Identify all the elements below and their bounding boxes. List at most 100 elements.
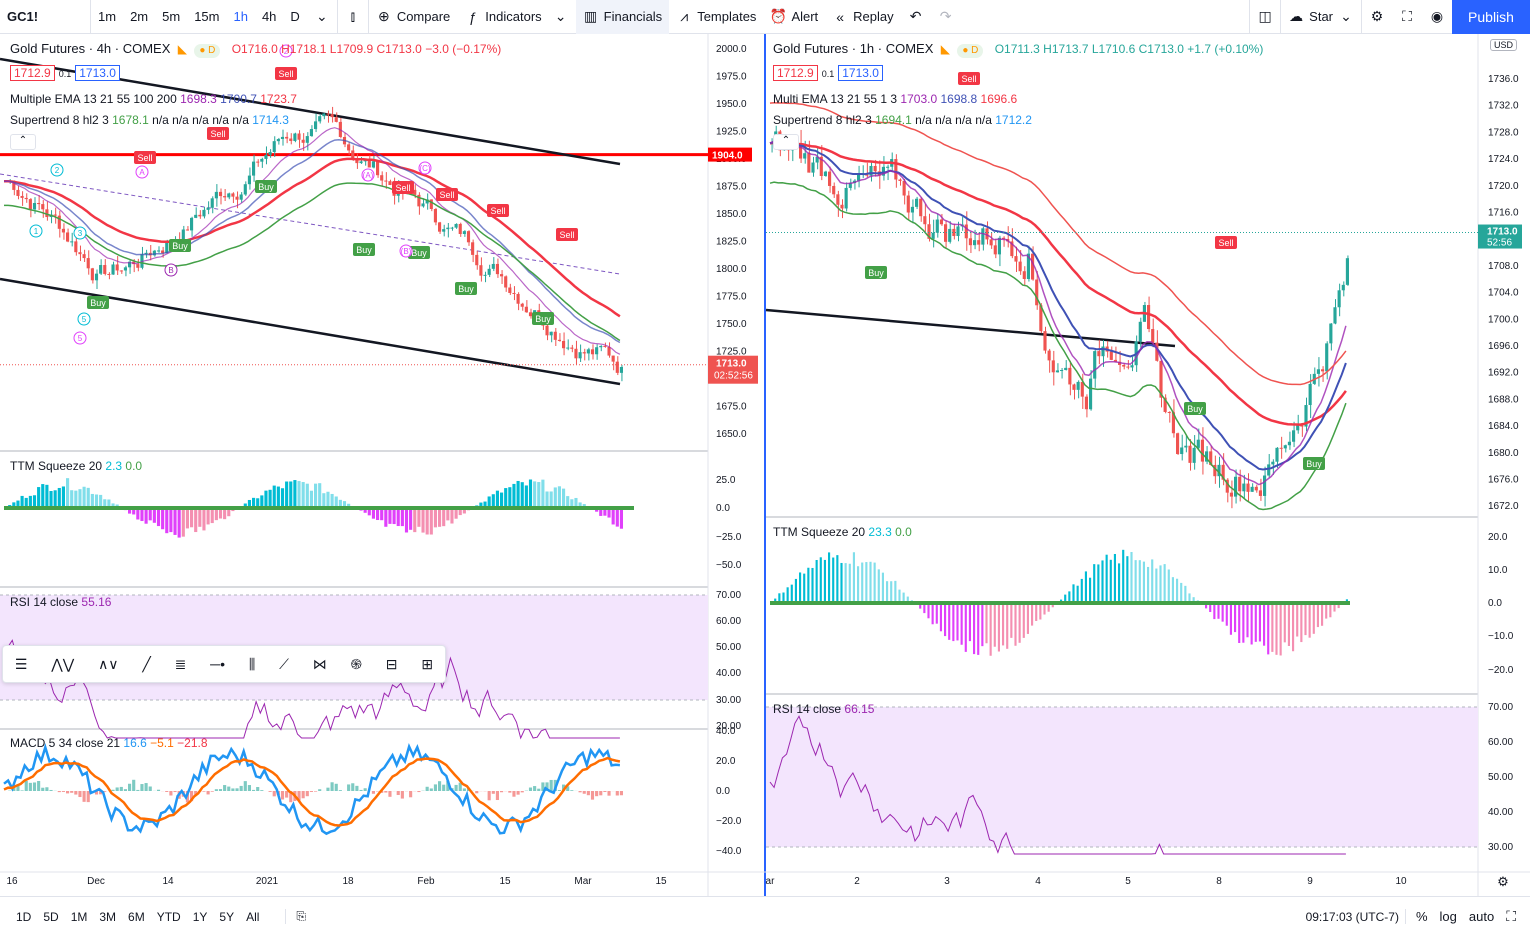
right-rsi-legend[interactable]: RSI 14 close 66.15 <box>773 702 874 716</box>
date-range-icon[interactable]: ⊟ <box>385 655 398 672</box>
interval-4h[interactable]: 4h <box>261 9 277 24</box>
left-price-tick: 1875.0 <box>716 182 747 193</box>
left-ema-legend[interactable]: Multiple EMA 13 21 55 100 200 1698.3 170… <box>10 92 297 106</box>
range-5d[interactable]: 5D <box>43 909 59 924</box>
left-ttm-legend[interactable]: TTM Squeeze 20 2.3 0.0 <box>10 459 142 473</box>
candle-body <box>1163 397 1167 412</box>
macd-hist-bar <box>619 791 623 796</box>
alert-button[interactable]: ⏰ Alert <box>763 0 825 34</box>
interval-5m[interactable]: 5m <box>162 9 181 24</box>
left-rsi-legend[interactable]: RSI 14 close 55.16 <box>10 595 111 609</box>
drawing-toolbar[interactable]: ☰ ⋀⋁ ∧∨ ╱ ≣ ─• ⫼ ⟋ ⋈ ֍ ⊟ ⊞ <box>2 645 446 683</box>
redo-button[interactable]: ↷ <box>931 0 961 34</box>
auto-toggle[interactable]: auto <box>1468 909 1495 924</box>
templates-button[interactable]: ⩘ Templates <box>669 0 763 34</box>
ttm-bar <box>392 508 396 525</box>
ttm-bar <box>264 490 268 508</box>
range-3m[interactable]: 3M <box>99 909 117 924</box>
range-1d[interactable]: 1D <box>16 909 32 924</box>
settings-button[interactable]: ⚙ <box>1361 0 1392 34</box>
bars-pattern-icon[interactable]: ⫼ <box>248 655 256 672</box>
fullscreen-button[interactable]: ⛶ <box>1392 0 1422 34</box>
snapshot-button[interactable]: ◉ <box>1422 0 1452 34</box>
ttm-bar <box>1018 603 1021 643</box>
candle-body <box>16 189 20 196</box>
range-5y[interactable]: 5Y <box>219 909 235 924</box>
macd-hist-bar <box>272 791 276 797</box>
candle-body <box>545 325 549 336</box>
interval-dropdown[interactable]: ⌄ <box>307 0 337 34</box>
financials-button[interactable]: ▥ Financials <box>575 0 670 34</box>
symbol-search[interactable]: GC1! <box>7 9 39 24</box>
goto-date-button[interactable]: ⎘ <box>285 909 312 924</box>
collapse-legend-button[interactable]: ⌃ <box>773 134 799 150</box>
macd-hist-bar <box>359 789 363 791</box>
ask-price[interactable]: 1713.0 <box>838 65 883 81</box>
right-price-tick: 1732.0 <box>1488 101 1519 112</box>
left-supertrend-legend[interactable]: Supertrend 8 hl2 3 1678.1 n/a n/a n/a n/… <box>10 113 289 127</box>
price-range-icon[interactable]: ⊞ <box>421 655 434 672</box>
right-ema-legend[interactable]: Multi EMA 13 21 55 1 3 1703.0 1698.8 169… <box>773 92 1017 106</box>
fullscreen-icon[interactable]: ⛶ <box>1506 908 1516 924</box>
range-ytd[interactable]: YTD <box>156 909 181 924</box>
macd-hist-bar <box>425 786 429 791</box>
interval-15m[interactable]: 15m <box>194 9 220 24</box>
ray-icon[interactable]: ⟋ <box>279 655 289 672</box>
right-supertrend-legend[interactable]: Supertrend 8 hl2 3 1694.1 n/a n/a n/a n/… <box>773 113 1032 127</box>
ttm-bar <box>615 508 619 527</box>
spread: 0.1 <box>821 69 835 79</box>
layout-button[interactable]: ◫ <box>1249 0 1280 34</box>
charts-canvas[interactable]: 2000.01975.01950.01925.01900.01875.01850… <box>0 34 1530 896</box>
compare-button[interactable]: ⊕ Compare <box>367 0 457 34</box>
bid-price[interactable]: 1712.9 <box>773 65 818 81</box>
interval-2m[interactable]: 2m <box>130 9 149 24</box>
abc-pattern-icon[interactable]: ∧∨ <box>98 655 119 672</box>
xabcd-icon[interactable]: ⋈ <box>312 655 327 672</box>
macd-hist-bar <box>32 782 37 791</box>
undo-button[interactable]: ↶ <box>901 0 931 34</box>
bottom-toolbar: 1D 5D 1M 3M 6M YTD 1Y 5Y All ⎘ 09:17:03 … <box>0 896 1530 936</box>
ttm-bar <box>297 481 301 508</box>
indicators-button[interactable]: ƒ Indicators ⌄ <box>457 0 575 34</box>
replay-button[interactable]: « Replay <box>825 0 900 34</box>
bid-price[interactable]: 1712.9 <box>10 65 55 81</box>
trendline-icon[interactable]: ╱ <box>142 655 151 672</box>
candle-body <box>1196 439 1200 448</box>
dividend-badge: ● D <box>957 44 984 58</box>
right-ttm-legend[interactable]: TTM Squeeze 20 23.3 0.0 <box>773 525 912 539</box>
ttm-bar <box>948 603 951 640</box>
interval-1m[interactable]: 1m <box>90 0 123 34</box>
candle-body <box>952 228 956 237</box>
fib-icon[interactable]: ≣ <box>174 655 187 672</box>
macd-hist-bar <box>537 788 541 791</box>
clock[interactable]: 09:17:03 (UTC-7) <box>1305 909 1399 924</box>
chart-type-button[interactable]: ⫾ <box>336 0 368 34</box>
elliott-wave-icon[interactable]: ⋀⋁ <box>51 655 75 672</box>
range-all[interactable]: All <box>246 909 260 924</box>
macd-hist-bar <box>388 791 392 797</box>
range-1m[interactable]: 1M <box>70 909 88 924</box>
candle-body <box>1155 342 1159 361</box>
signal-sell-tag: Sell <box>134 151 156 164</box>
interval-1h[interactable]: 1h <box>233 9 248 24</box>
range-6m[interactable]: 6M <box>128 909 145 924</box>
ttm-bar <box>848 563 851 603</box>
macd-hist-bar <box>396 791 400 796</box>
publish-button[interactable]: Publish <box>1452 0 1530 34</box>
star-button[interactable]: ☁ Star ⌄ <box>1280 0 1361 34</box>
interval-d[interactable]: D <box>290 9 300 24</box>
ask-price[interactable]: 1713.0 <box>75 65 120 81</box>
candle-body <box>590 349 595 355</box>
collapse-legend-button[interactable]: ⌃ <box>10 134 36 150</box>
log-toggle[interactable]: log <box>1439 909 1457 924</box>
range-1y[interactable]: 1Y <box>192 909 208 924</box>
horizontal-ray-icon[interactable]: ─• <box>210 656 225 672</box>
percent-toggle[interactable]: % <box>1404 909 1434 924</box>
spiral-icon[interactable]: ֍ <box>350 655 362 672</box>
left-macd-legend[interactable]: MACD 5 34 close 21 16.6 −5.1 −21.8 <box>10 736 208 750</box>
candle-body <box>57 215 61 229</box>
pitchfork-icon[interactable]: ☰ <box>14 655 28 672</box>
ttm-bar <box>57 487 61 508</box>
currency-badge[interactable]: USD <box>1490 39 1518 51</box>
ttm-bar <box>599 508 603 516</box>
